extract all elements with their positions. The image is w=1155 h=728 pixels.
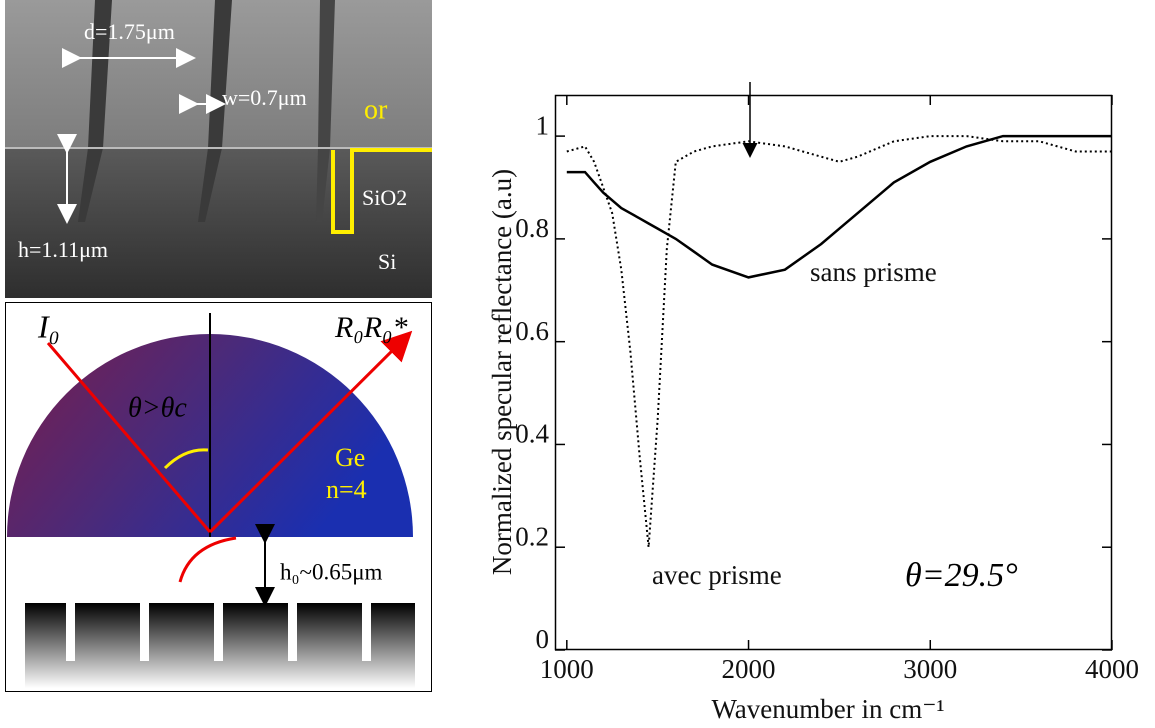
diagram-label: θ>θc <box>128 392 187 423</box>
sem-label: d=1.75μm <box>84 19 175 44</box>
series-line <box>566 135 1112 548</box>
x-tick-label: 1000 <box>540 654 594 684</box>
sem-image: d=1.75μm w=0.7μm h=1.11μm or SiO2 Si <box>5 0 432 298</box>
sem-label: or <box>364 94 388 125</box>
series-label: avec prisme <box>652 560 782 590</box>
series-label: sans prisme <box>810 257 937 287</box>
diagram-label: n=4 <box>326 475 367 504</box>
x-tick-label: 2000 <box>722 654 776 684</box>
diagram-label: R₀R₀* <box>334 311 408 344</box>
y-tick-label: 0 <box>536 624 550 654</box>
y-tick-label: 0.4 <box>515 419 549 449</box>
sem-label: w=0.7μm <box>222 85 307 110</box>
x-tick-label: 4000 <box>1085 654 1139 684</box>
diagram-label: Ge <box>335 443 365 472</box>
sem-label: Si <box>378 249 396 274</box>
x-axis-label: Wavenumber in cm⁻¹ <box>711 694 944 724</box>
y-tick-label: 1 <box>536 110 550 140</box>
sem-label: h=1.11μm <box>18 237 108 262</box>
x-tick-label: 3000 <box>903 654 957 684</box>
diagram-label: h₀~0.65μm <box>280 559 383 584</box>
sem-label: SiO2 <box>362 185 407 210</box>
y-axis-label: Normalized specular reflectance (a.u) <box>487 169 517 575</box>
diagram-label: I₀ <box>37 308 60 344</box>
y-tick-label: 0.8 <box>515 213 549 243</box>
y-tick-label: 0.6 <box>515 316 549 346</box>
y-tick-label: 0.2 <box>515 521 549 551</box>
chart: θ=29.5° Wavenumber in cm⁻¹ Normalized sp… <box>487 82 1139 724</box>
prism-diagram: I₀ R₀R₀* θ>θc Ge n=4 h₀~0.65μm <box>5 302 432 692</box>
annotation: θ=29.5° <box>905 557 1018 594</box>
series-line <box>566 134 1112 279</box>
